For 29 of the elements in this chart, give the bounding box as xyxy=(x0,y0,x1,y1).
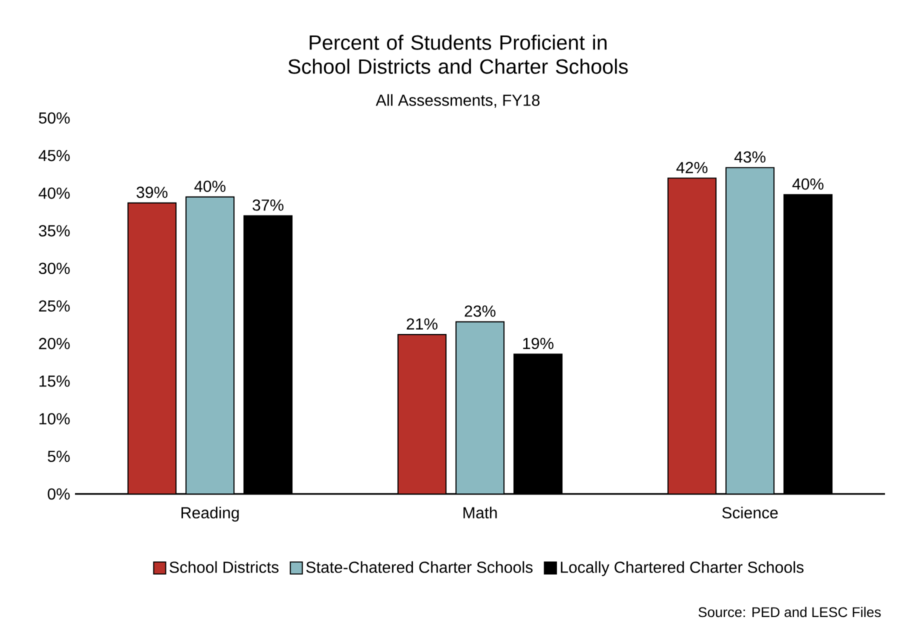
y-tick-label: 20% xyxy=(39,338,70,350)
data-label: 21% xyxy=(406,318,438,330)
source-note: Source: PED and LESC Files xyxy=(698,606,881,618)
chart-subtitle: All Assessments, FY18 xyxy=(376,94,540,108)
data-label: 40% xyxy=(194,180,226,192)
data-label: 42% xyxy=(676,162,708,174)
y-tick-label: 10% xyxy=(39,413,70,424)
legend-label: School Districts xyxy=(170,561,279,573)
y-tick-label: 50% xyxy=(38,112,70,124)
y-tick-label: 0% xyxy=(48,488,70,500)
y-tick-label: 40% xyxy=(38,188,70,199)
chart-title: Percent of Students Proficient in School Districts and Charter Schools xyxy=(288,34,628,74)
y-tick-label: 25% xyxy=(39,300,70,312)
data-label: 39% xyxy=(136,186,168,198)
data-label: 40% xyxy=(792,178,824,190)
y-tick-label: 35% xyxy=(38,225,70,236)
data-label: 23% xyxy=(464,305,496,317)
y-tick-label: 45% xyxy=(38,150,70,162)
data-label: 19% xyxy=(523,338,554,350)
legend-label: Locally Chartered Charter Schools xyxy=(560,561,804,576)
y-tick-label: 30% xyxy=(38,262,70,274)
x-tick-label: Science xyxy=(722,506,778,518)
x-tick-label: Reading xyxy=(182,506,239,522)
y-tick-label: 5% xyxy=(48,450,70,462)
data-label: 37% xyxy=(252,199,284,211)
x-tick-label: Math xyxy=(464,506,497,518)
data-label: 43% xyxy=(734,151,766,163)
legend-label: State-Chatered Charter Schools xyxy=(306,561,533,573)
y-tick-label: 15% xyxy=(39,376,70,387)
